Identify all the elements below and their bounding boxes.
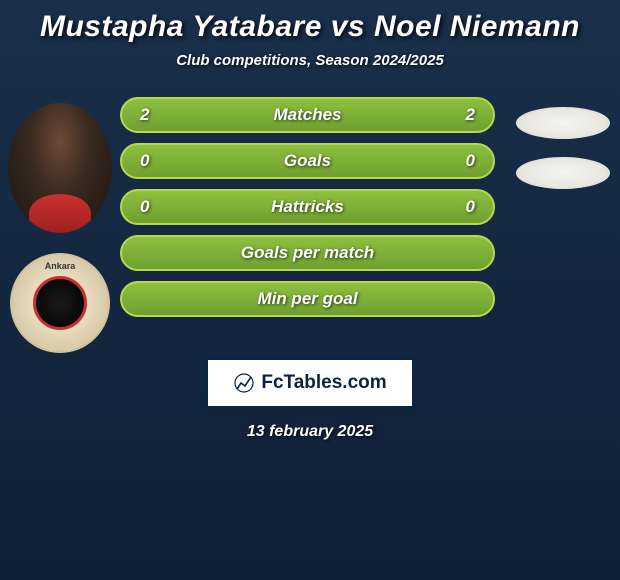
stat-row: Min per goal <box>120 281 495 317</box>
fctables-label: FcTables.com <box>261 372 386 394</box>
page-title: Mustapha Yatabare vs Noel Niemann <box>40 10 580 44</box>
stat-value-left: 2 <box>140 105 160 125</box>
stat-label: Goals per match <box>140 243 475 263</box>
club-badge: Ankara <box>10 253 110 353</box>
stat-pill: 2Matches2 <box>120 97 495 133</box>
stat-row: 0Hattricks0 <box>120 189 495 225</box>
stat-value-right: 2 <box>455 105 475 125</box>
fctables-icon <box>233 372 255 394</box>
stat-row: 2Matches2 <box>120 97 495 133</box>
stat-value-right: 0 <box>455 151 475 171</box>
stat-label: Goals <box>160 151 455 171</box>
stat-value-right: 0 <box>455 197 475 217</box>
main-row: Ankara 2Matches20Goals00Hattricks0Goals … <box>0 97 620 353</box>
stat-label: Matches <box>160 105 455 125</box>
left-column: Ankara <box>0 97 120 353</box>
stat-label: Min per goal <box>140 289 475 309</box>
stat-label: Hattricks <box>160 197 455 217</box>
stat-row: 0Goals0 <box>120 143 495 179</box>
stats-column: 2Matches20Goals00Hattricks0Goals per mat… <box>120 97 505 317</box>
player-placeholder <box>516 157 610 189</box>
comparison-card: Mustapha Yatabare vs Noel Niemann Club c… <box>0 0 620 441</box>
date-text: 13 february 2025 <box>247 423 373 441</box>
stat-value-left: 0 <box>140 197 160 217</box>
footer: FcTables.com 13 february 2025 <box>0 357 620 441</box>
stat-pill: Min per goal <box>120 281 495 317</box>
player-placeholder <box>516 107 610 139</box>
season-subtitle: Club competitions, Season 2024/2025 <box>176 52 444 69</box>
stat-value-left: 0 <box>140 151 160 171</box>
stat-pill: 0Hattricks0 <box>120 189 495 225</box>
right-column <box>505 97 620 189</box>
player-photo <box>8 103 112 233</box>
club-badge-top-text: Ankara <box>45 261 76 271</box>
fctables-badge: FcTables.com <box>205 357 415 409</box>
stat-pill: 0Goals0 <box>120 143 495 179</box>
stat-pill: Goals per match <box>120 235 495 271</box>
stat-row: Goals per match <box>120 235 495 271</box>
